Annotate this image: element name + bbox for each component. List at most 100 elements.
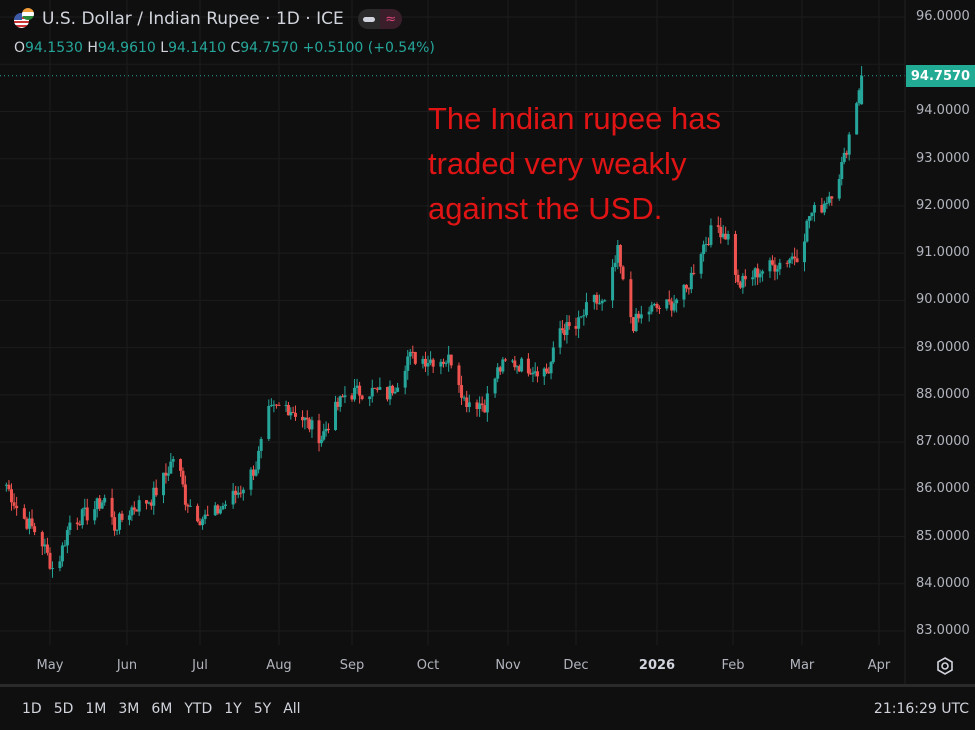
candle-body	[637, 313, 641, 319]
price-chart[interactable]	[0, 0, 975, 685]
settings-icon[interactable]	[935, 656, 955, 676]
candle-body	[551, 347, 555, 363]
candle-body	[223, 504, 227, 506]
candle-body	[336, 401, 340, 407]
candle-body	[639, 314, 643, 319]
range-button-all[interactable]: All	[283, 701, 301, 717]
candle-body	[65, 530, 69, 546]
x-tick-label: Jul	[192, 658, 208, 673]
candle-body	[12, 502, 16, 506]
candle-body	[169, 461, 173, 474]
candle-body	[515, 366, 519, 368]
candle-body	[441, 361, 445, 364]
candle-body	[758, 273, 762, 278]
candle-body	[629, 279, 633, 318]
range-button-1m[interactable]: 1M	[85, 701, 107, 717]
candle-body	[827, 196, 831, 203]
candle-body	[582, 315, 586, 317]
candle-body	[326, 428, 330, 430]
candle-body	[188, 505, 192, 507]
candle-body	[460, 385, 464, 398]
candle-body	[511, 360, 515, 362]
candle-body	[75, 522, 79, 525]
range-button-ytd[interactable]: YTD	[184, 701, 213, 717]
candle-body	[716, 225, 720, 227]
candle-body	[301, 416, 305, 421]
candle-body	[343, 395, 347, 398]
candle-body	[277, 404, 281, 406]
candle-body	[171, 459, 175, 462]
candle-body	[478, 403, 482, 409]
candle-body	[533, 371, 537, 373]
x-tick-label: Nov	[495, 658, 521, 673]
candle-body	[592, 294, 596, 303]
candle-body	[396, 387, 400, 392]
y-tick-label: 88.0000	[916, 386, 970, 402]
candle-body	[847, 134, 851, 155]
candle-body	[127, 515, 131, 520]
candle-body	[790, 256, 794, 260]
candle-body	[483, 405, 487, 413]
candle-body	[115, 529, 119, 531]
candle-body	[684, 284, 688, 289]
candle-body	[48, 552, 52, 569]
candle-body	[391, 385, 395, 394]
range-button-3m[interactable]: 3M	[118, 701, 140, 717]
candle-body	[631, 317, 635, 332]
candle-body	[775, 269, 779, 272]
y-tick-label: 84.0000	[916, 575, 970, 591]
candle-body	[393, 391, 397, 394]
candle-body	[221, 505, 225, 510]
range-button-5y[interactable]: 5Y	[253, 701, 272, 717]
candle-body	[411, 351, 415, 353]
candle-body	[350, 395, 354, 400]
candle-body	[621, 266, 625, 280]
candle-body	[198, 521, 202, 526]
last-price-tag: 94.7570	[906, 65, 975, 87]
candle-body	[721, 233, 725, 238]
candle-body	[267, 405, 271, 439]
y-tick-label: 93.0000	[916, 150, 970, 166]
range-button-1y[interactable]: 1Y	[224, 701, 242, 717]
range-button-1d[interactable]: 1D	[22, 701, 42, 717]
candle-body	[439, 361, 443, 367]
candle-body	[213, 505, 217, 516]
minus-icon[interactable]	[357, 9, 380, 29]
candle-body	[702, 244, 706, 255]
candle-body	[857, 90, 861, 104]
candle-body	[164, 472, 168, 476]
candle-body	[822, 203, 826, 213]
candle-body	[498, 367, 502, 372]
candle-body	[465, 397, 469, 407]
candle-body	[820, 204, 824, 213]
candle-body	[373, 387, 377, 389]
candle-body	[565, 322, 569, 336]
candle-body	[689, 272, 693, 290]
candle-body	[611, 267, 615, 301]
y-tick-label: 90.0000	[916, 292, 970, 308]
candle-body	[837, 179, 841, 199]
candle-body	[95, 498, 99, 510]
candle-body	[563, 330, 567, 336]
candle-body	[58, 561, 62, 569]
candle-body	[310, 420, 314, 430]
candle-body	[603, 300, 607, 302]
candle-body	[655, 303, 659, 309]
candle-body	[63, 545, 67, 547]
range-button-6m[interactable]: 6M	[151, 701, 173, 717]
candle-body	[269, 405, 273, 407]
candle-body	[216, 505, 220, 514]
range-button-5d[interactable]: 5D	[53, 701, 74, 717]
wave-icon[interactable]: ≈	[379, 9, 402, 29]
symbol-title[interactable]: U.S. Dollar / Indian Rupee · 1D · ICE	[42, 9, 344, 29]
candle-body	[137, 500, 141, 512]
candle-body	[741, 275, 745, 288]
candle-body	[231, 490, 235, 505]
candle-body	[860, 75, 864, 105]
candle-body	[181, 470, 185, 485]
candle-body	[595, 294, 599, 304]
candle-body	[249, 469, 253, 490]
candle-body	[291, 411, 295, 413]
candle-body	[545, 368, 549, 372]
candle-body	[423, 358, 427, 367]
